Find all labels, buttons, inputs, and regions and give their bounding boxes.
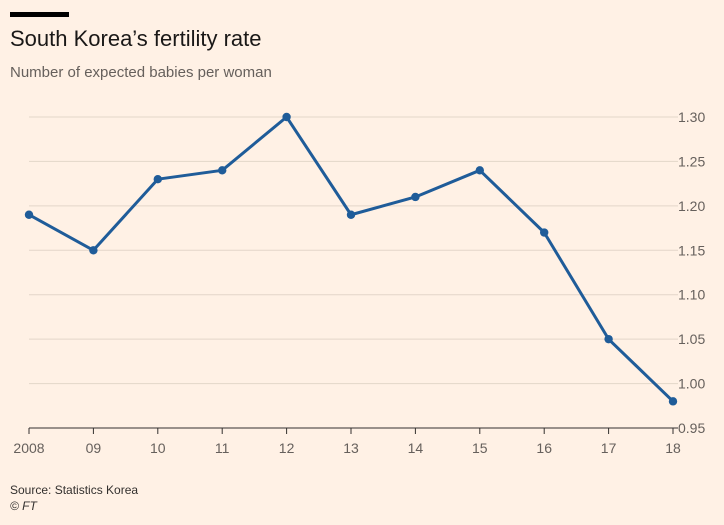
x-tick-label: 2008 bbox=[13, 440, 44, 456]
x-tick-label: 10 bbox=[150, 440, 166, 456]
x-tick-label: 12 bbox=[279, 440, 295, 456]
data-point bbox=[153, 175, 162, 184]
series-points bbox=[24, 112, 678, 406]
x-tick-label: 15 bbox=[472, 440, 488, 456]
data-point bbox=[475, 166, 484, 175]
y-axis-ticks: 0.95 1.00 1.05 1.10 1.15 1.20 1.25 1.30 bbox=[678, 109, 705, 436]
series-line bbox=[27, 115, 675, 403]
x-tick-label: 16 bbox=[536, 440, 552, 456]
x-tick-label: 13 bbox=[343, 440, 359, 456]
data-point bbox=[540, 228, 549, 237]
y-tick-label: 1.00 bbox=[678, 376, 705, 392]
y-tick-label: 1.15 bbox=[678, 242, 705, 258]
data-point bbox=[282, 112, 291, 122]
x-tick-label: 11 bbox=[215, 440, 230, 456]
chart-subtitle: Number of expected babies per woman bbox=[10, 64, 272, 81]
y-tick-label: 1.10 bbox=[678, 287, 705, 303]
y-tick-label: 0.95 bbox=[678, 420, 705, 436]
x-axis-ticks: 2008 09 10 11 12 13 14 15 16 17 18 bbox=[13, 428, 681, 456]
header-rule bbox=[10, 12, 69, 17]
source-note: Source: Statistics Korea bbox=[10, 483, 139, 497]
data-point bbox=[218, 166, 227, 175]
data-point bbox=[411, 192, 420, 202]
data-point bbox=[89, 246, 98, 255]
y-tick-label: 1.30 bbox=[678, 109, 705, 125]
y-tick-label: 1.20 bbox=[678, 198, 705, 214]
data-point bbox=[24, 210, 34, 219]
y-tick-label: 1.05 bbox=[678, 331, 705, 347]
series-line-layer bbox=[27, 115, 675, 403]
data-point bbox=[668, 397, 678, 406]
copyright-note: © FT bbox=[10, 499, 37, 513]
data-point bbox=[604, 334, 613, 344]
x-tick-label: 17 bbox=[601, 440, 617, 456]
x-tick-label: 14 bbox=[408, 440, 424, 456]
x-tick-label: 18 bbox=[665, 440, 681, 456]
data-point bbox=[346, 210, 356, 219]
gridlines bbox=[29, 116, 678, 429]
chart-title: South Korea’s fertility rate bbox=[10, 26, 262, 51]
y-tick-label: 1.25 bbox=[678, 153, 705, 169]
x-tick-label: 09 bbox=[86, 440, 102, 456]
